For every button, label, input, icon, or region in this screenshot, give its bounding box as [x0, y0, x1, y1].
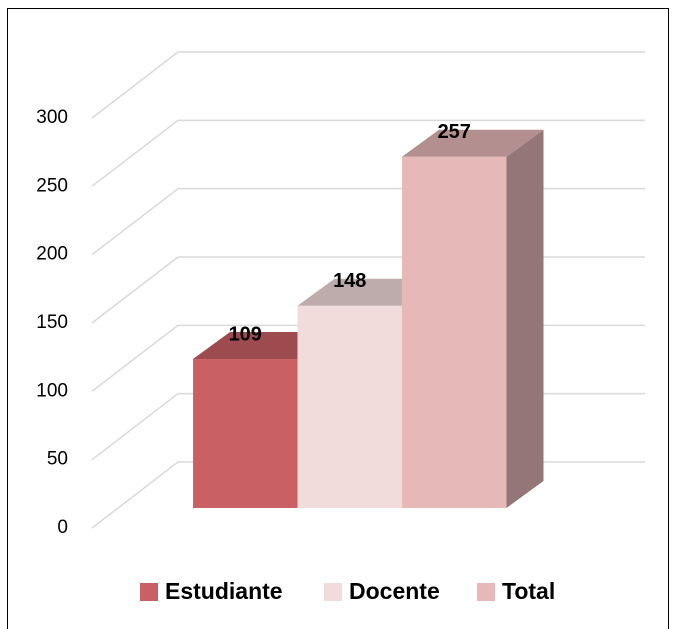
legend-swatch [477, 583, 495, 601]
grid-line [91, 461, 179, 529]
bar-side [506, 129, 544, 508]
bar [297, 305, 402, 508]
y-tick-label: 150 [36, 312, 68, 333]
y-tick-label: 200 [36, 244, 68, 265]
grid-line [91, 119, 179, 187]
y-tick-label: 250 [36, 175, 68, 196]
legend-label: Total [502, 578, 555, 604]
y-tick-label: 0 [57, 517, 68, 538]
grid-line [91, 51, 179, 119]
grid-line [91, 256, 179, 324]
value-label: 148 [333, 270, 366, 292]
y-tick-label: 100 [36, 380, 68, 401]
y-tick-label: 300 [36, 107, 68, 128]
bar [402, 156, 507, 508]
legend-swatch [140, 583, 158, 601]
grid-line [91, 324, 179, 392]
chart-border [7, 8, 669, 629]
bar-top [402, 129, 544, 157]
y-tick-label: 50 [47, 449, 68, 470]
value-label: 257 [438, 121, 471, 143]
grid-line [91, 393, 179, 461]
legend-label: Estudiante [165, 578, 283, 604]
legend-label: Docente [349, 578, 440, 604]
grid-line [91, 188, 179, 256]
legend-swatch [324, 583, 342, 601]
bar [193, 359, 298, 508]
value-label: 109 [229, 323, 262, 345]
